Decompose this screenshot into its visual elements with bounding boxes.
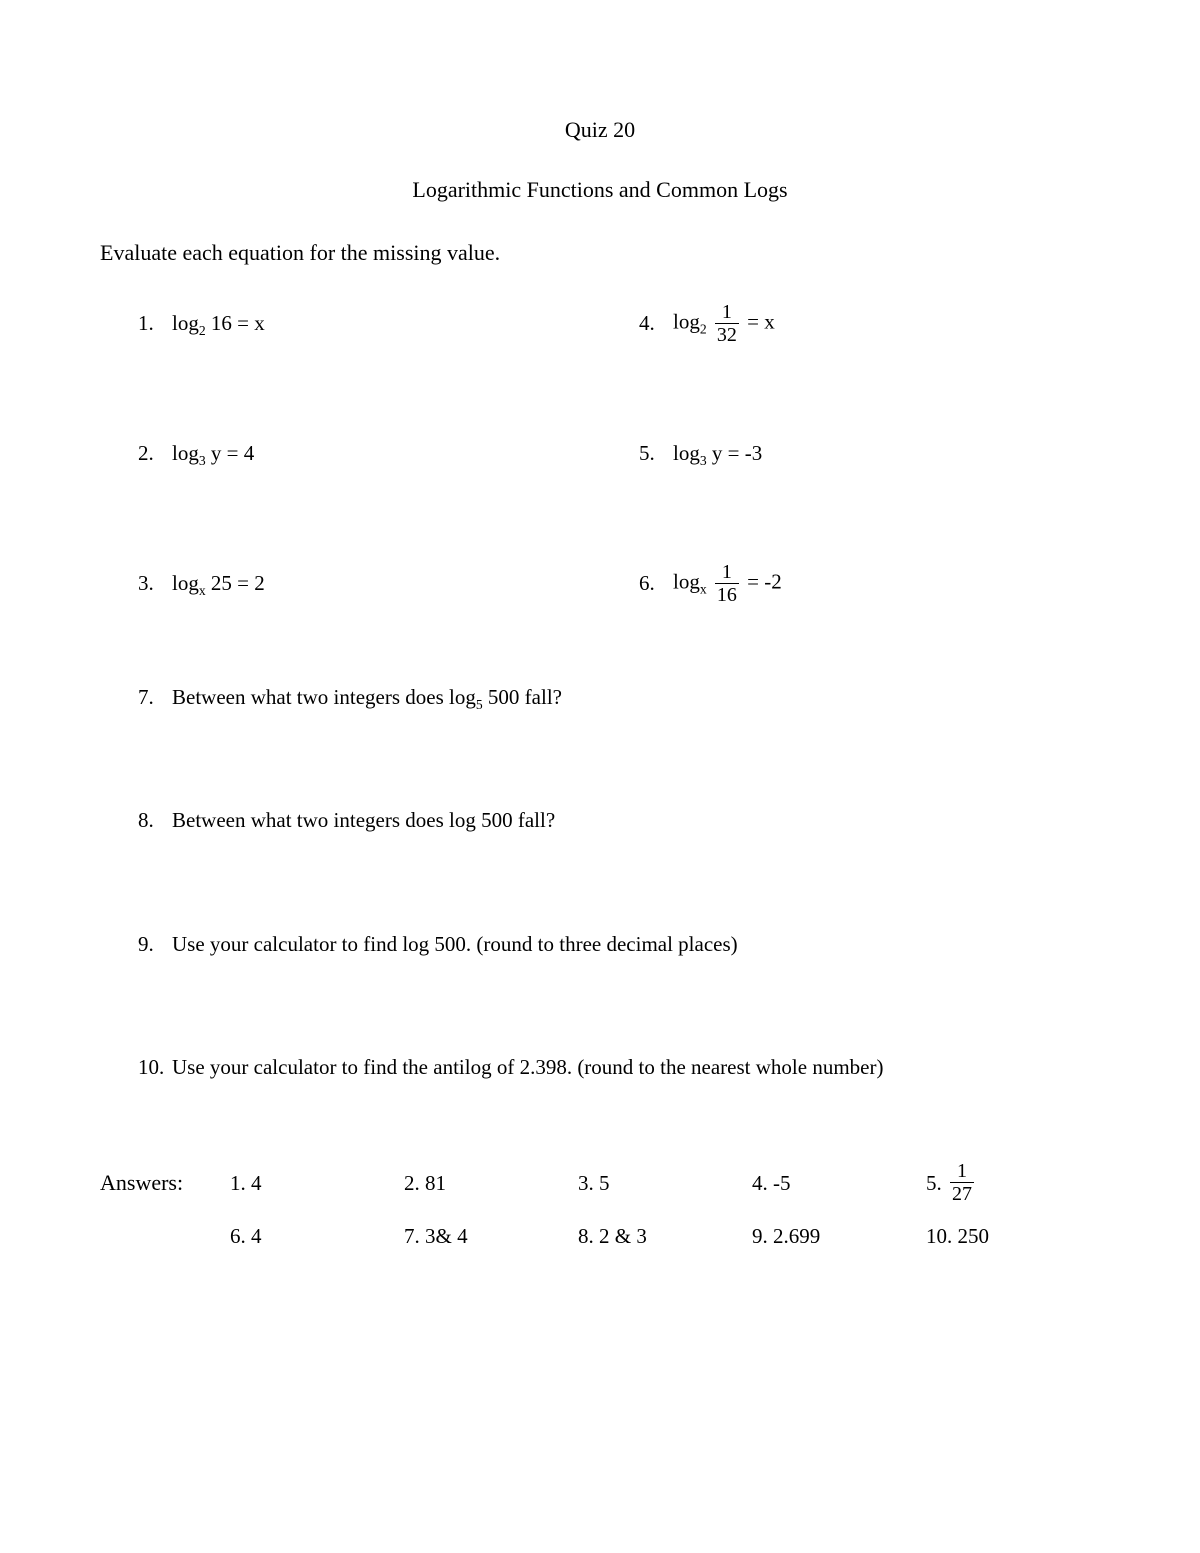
answer-5: 5. 1 27 xyxy=(926,1161,1100,1204)
question-expression: log2 1 32 = x xyxy=(673,302,775,345)
question-number: 9. xyxy=(138,930,172,958)
answer-1: 1. 4 xyxy=(230,1169,404,1197)
fraction-numerator: 1 xyxy=(720,562,734,583)
question-grid-top: 1. log2 16 = x 4. log2 1 32 = x 2. log3 … xyxy=(100,293,1100,683)
log-base: 3 xyxy=(700,453,707,468)
log-base: 2 xyxy=(700,321,707,336)
question-expression: logx 1 16 = -2 xyxy=(673,562,782,605)
log-text: log xyxy=(673,569,700,593)
question-expression: logx 25 = 2 xyxy=(172,569,265,597)
answer-10: 10. 250 xyxy=(926,1222,1100,1250)
answer-6: 6. 4 xyxy=(230,1222,404,1250)
answers-row-2: 6. 4 7. 3& 4 8. 2 & 3 9. 2.699 10. 250 xyxy=(100,1222,1100,1250)
fraction: 1 32 xyxy=(715,302,739,345)
answer-4: 4. -5 xyxy=(752,1169,926,1197)
question-1: 1. log2 16 = x xyxy=(138,293,599,353)
log-base: 2 xyxy=(199,323,206,338)
answer-7: 7. 3& 4 xyxy=(404,1222,578,1250)
question-number: 5. xyxy=(639,439,673,467)
question-6: 6. logx 1 16 = -2 xyxy=(639,553,1100,613)
log-rest: = -2 xyxy=(747,569,782,593)
question-3: 3. logx 25 = 2 xyxy=(138,553,599,613)
log-base: 5 xyxy=(476,697,483,712)
log-rest: 16 = x xyxy=(206,311,265,335)
log-text: log xyxy=(172,571,199,595)
question-10: 10. Use your calculator to find the anti… xyxy=(100,1053,1100,1081)
question-number: 6. xyxy=(639,569,673,597)
question-expression: log3 y = 4 xyxy=(172,439,254,467)
question-text: Between what two integers does log 500 f… xyxy=(172,806,555,834)
log-rest: 25 = 2 xyxy=(206,571,265,595)
log-rest: = x xyxy=(747,309,775,333)
question-number: 4. xyxy=(639,309,673,337)
fraction: 1 27 xyxy=(950,1161,974,1204)
log-base: 3 xyxy=(199,453,206,468)
log-text: log xyxy=(673,441,700,465)
question-text: Between what two integers does log5 500 … xyxy=(172,683,562,711)
question-number: 8. xyxy=(138,806,172,834)
log-text: log xyxy=(172,311,199,335)
fraction-denominator: 16 xyxy=(715,583,739,605)
quiz-subtitle: Logarithmic Functions and Common Logs xyxy=(100,175,1100,205)
log-text: log xyxy=(673,309,700,333)
question-9: 9. Use your calculator to find log 500. … xyxy=(100,930,1100,958)
question-text: Use your calculator to find the antilog … xyxy=(172,1053,883,1081)
log-rest: y = -3 xyxy=(707,441,763,465)
question-number: 7. xyxy=(138,683,172,711)
question-text: Use your calculator to find log 500. (ro… xyxy=(172,930,738,958)
answer-3: 3. 5 xyxy=(578,1169,752,1197)
fraction-numerator: 1 xyxy=(720,302,734,323)
text-post: 500 fall? xyxy=(483,685,562,709)
answer-9: 9. 2.699 xyxy=(752,1222,926,1250)
answers-row-1: Answers: 1. 4 2. 81 3. 5 4. -5 5. 1 27 xyxy=(100,1161,1100,1204)
answers-label: Answers: xyxy=(100,1168,230,1198)
question-4: 4. log2 1 32 = x xyxy=(639,293,1100,353)
answer-2: 2. 81 xyxy=(404,1169,578,1197)
question-8: 8. Between what two integers does log 50… xyxy=(100,806,1100,834)
answer-8: 8. 2 & 3 xyxy=(578,1222,752,1250)
fraction-denominator: 27 xyxy=(950,1182,974,1204)
instruction-text: Evaluate each equation for the missing v… xyxy=(100,238,1100,268)
fraction: 1 16 xyxy=(715,562,739,605)
log-base: x xyxy=(700,581,707,596)
question-expression: log3 y = -3 xyxy=(673,439,762,467)
quiz-title: Quiz 20 xyxy=(100,115,1100,145)
question-2: 2. log3 y = 4 xyxy=(138,423,599,483)
question-5: 5. log3 y = -3 xyxy=(639,423,1100,483)
text-pre: Between what two integers does log xyxy=(172,685,476,709)
log-rest: y = 4 xyxy=(206,441,255,465)
fraction-denominator: 32 xyxy=(715,323,739,345)
log-base: x xyxy=(199,583,206,598)
question-number: 2. xyxy=(138,439,172,467)
question-number: 10. xyxy=(138,1053,172,1081)
question-number: 3. xyxy=(138,569,172,597)
question-number: 1. xyxy=(138,309,172,337)
question-7: 7. Between what two integers does log5 5… xyxy=(100,683,1100,711)
fraction-numerator: 1 xyxy=(955,1161,969,1182)
log-text: log xyxy=(172,441,199,465)
question-expression: log2 16 = x xyxy=(172,309,265,337)
answers-section: Answers: 1. 4 2. 81 3. 5 4. -5 5. 1 27 6… xyxy=(100,1161,1100,1250)
